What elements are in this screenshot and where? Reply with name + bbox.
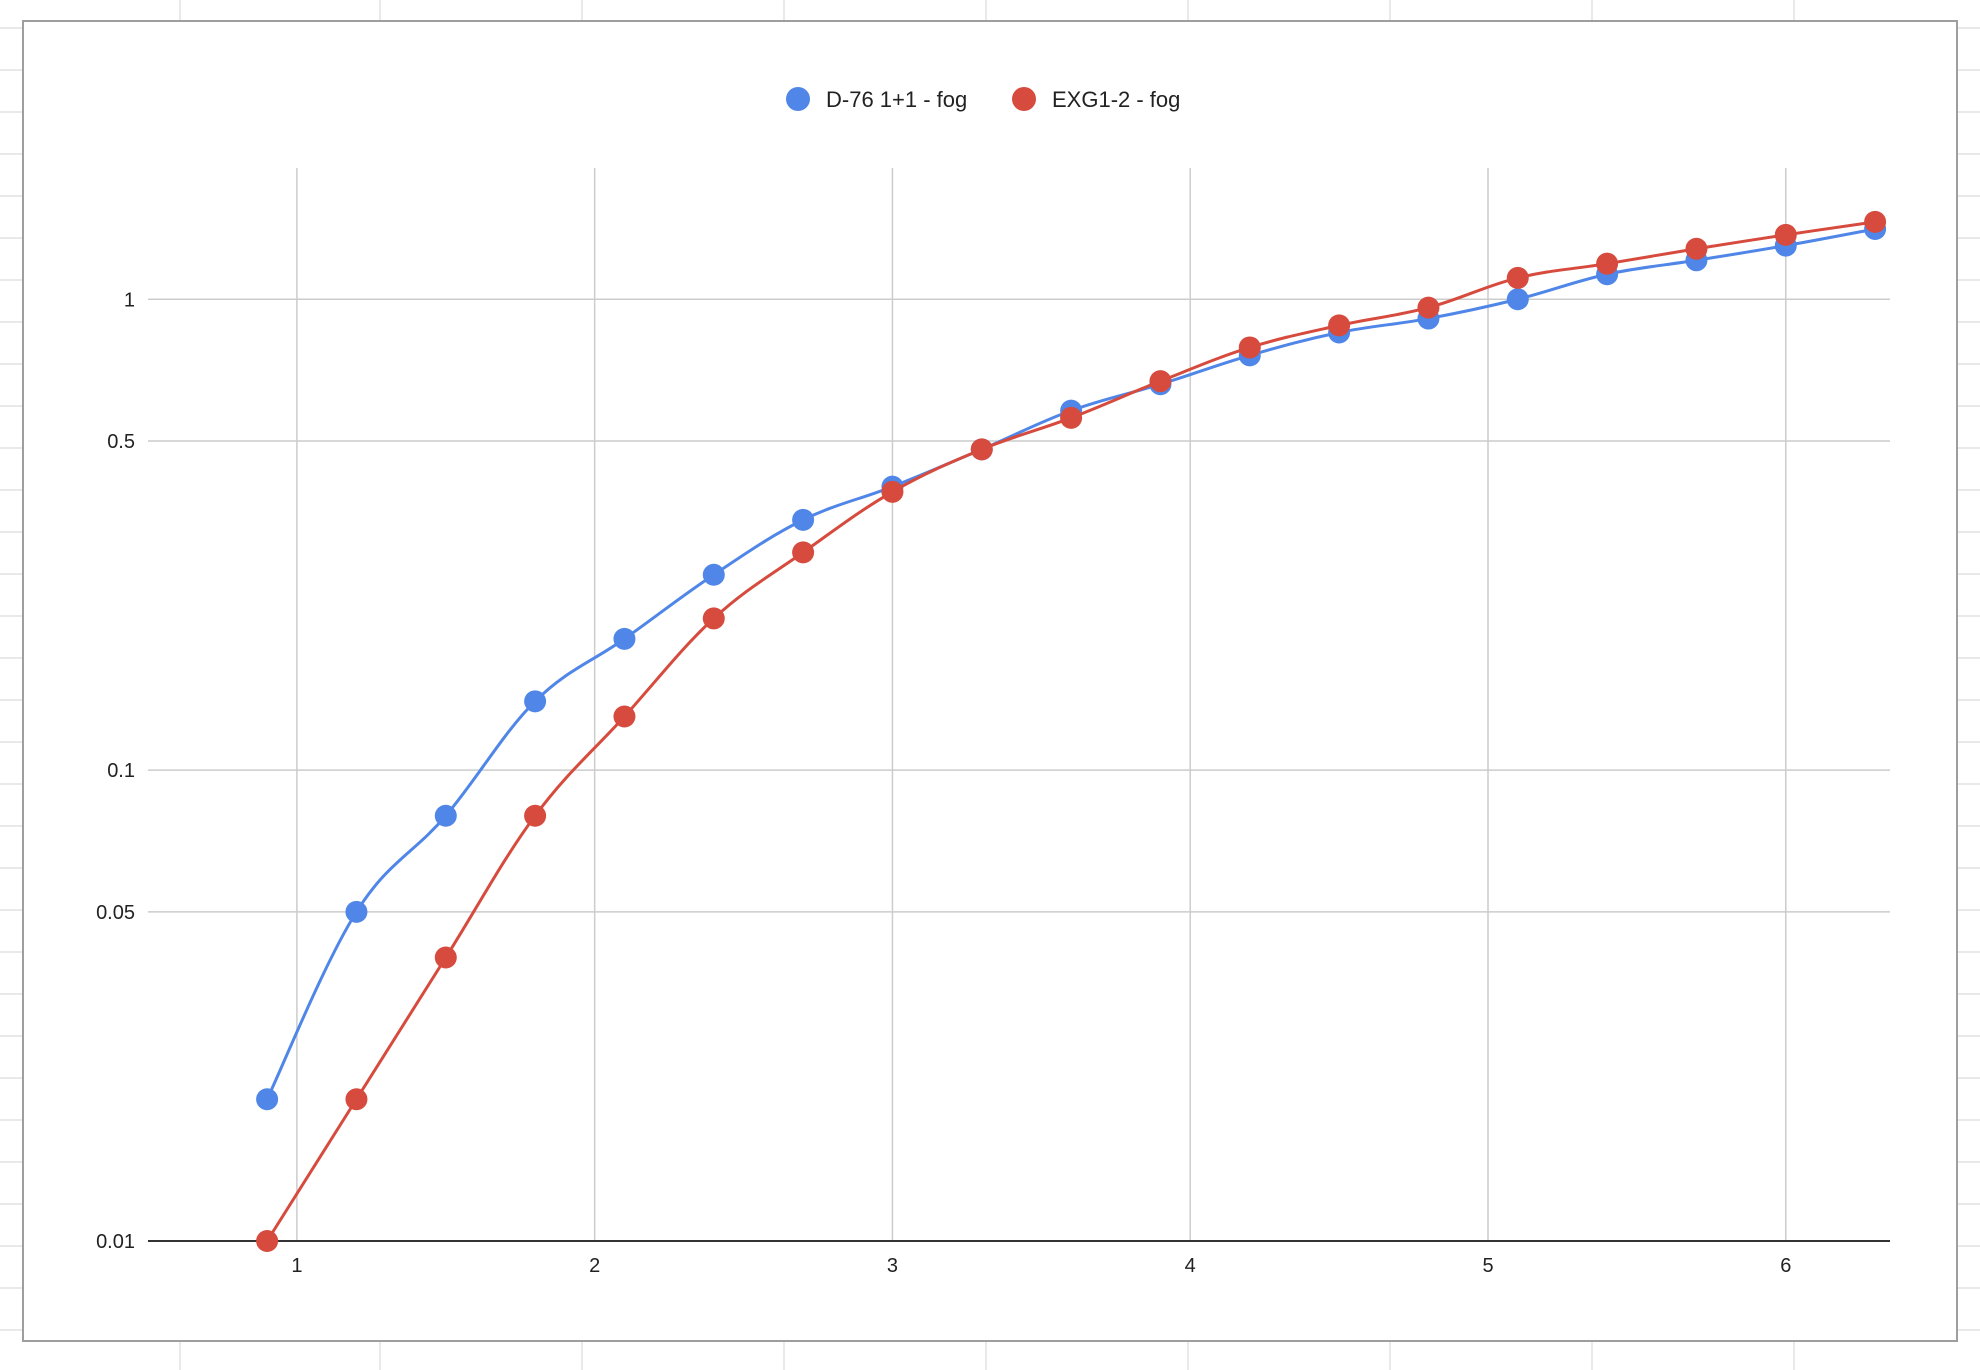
data-point[interactable] bbox=[1328, 314, 1351, 337]
data-point[interactable] bbox=[1596, 252, 1619, 275]
x-tick-label: 4 bbox=[1185, 1255, 1196, 1277]
data-point[interactable] bbox=[702, 607, 725, 630]
x-axis-tick-labels: 1 2 3 4 5 6 bbox=[291, 1255, 1791, 1277]
legend[interactable]: D-76 1+1 - fog EXG1-2 - fog bbox=[786, 87, 1180, 112]
legend-item[interactable]: D-76 1+1 - fog bbox=[786, 87, 967, 112]
y-tick-label: 0.01 bbox=[96, 1231, 135, 1253]
legend-marker bbox=[1012, 87, 1036, 111]
horizontal-gridlines bbox=[148, 298, 1890, 1242]
y-tick-label: 0.5 bbox=[107, 431, 135, 453]
data-point[interactable] bbox=[256, 1088, 279, 1111]
chart-frame[interactable] bbox=[22, 20, 1958, 1342]
data-point[interactable] bbox=[613, 627, 636, 650]
data-point[interactable] bbox=[792, 508, 815, 531]
series-2 bbox=[256, 210, 1887, 1252]
data-point[interactable] bbox=[256, 1230, 279, 1252]
data-point[interactable] bbox=[524, 690, 547, 713]
legend-label: EXG1-2 - fog bbox=[1052, 87, 1180, 112]
vertical-gridlines bbox=[296, 168, 1787, 1241]
data-point[interactable] bbox=[613, 705, 636, 728]
data-point[interactable] bbox=[792, 541, 815, 564]
data-point[interactable] bbox=[702, 563, 725, 586]
data-point[interactable] bbox=[345, 1088, 368, 1111]
x-tick-label: 2 bbox=[589, 1255, 600, 1277]
legend-item[interactable]: EXG1-2 - fog bbox=[1012, 87, 1180, 112]
data-point[interactable] bbox=[345, 900, 368, 923]
data-point[interactable] bbox=[1506, 288, 1529, 311]
series-line bbox=[265, 220, 1876, 1242]
data-point[interactable] bbox=[1417, 296, 1440, 319]
data-point[interactable] bbox=[881, 480, 904, 503]
data-point[interactable] bbox=[970, 438, 993, 461]
series-layer bbox=[256, 210, 1887, 1252]
data-point[interactable] bbox=[1685, 237, 1708, 260]
data-point[interactable] bbox=[1238, 336, 1261, 359]
x-tick-label: 3 bbox=[887, 1255, 898, 1277]
series-1 bbox=[256, 217, 1887, 1111]
legend-marker bbox=[786, 87, 810, 111]
data-point[interactable] bbox=[1774, 223, 1797, 246]
y-axis-tick-labels: 0.01 0.05 0.1 0.5 1 bbox=[96, 289, 135, 1253]
data-point[interactable] bbox=[1149, 370, 1172, 393]
y-tick-label: 0.1 bbox=[107, 760, 135, 782]
series-line bbox=[265, 227, 1876, 1100]
data-point[interactable] bbox=[434, 804, 457, 827]
data-point[interactable] bbox=[524, 804, 547, 827]
x-tick-label: 1 bbox=[291, 1255, 302, 1277]
data-point[interactable] bbox=[1506, 266, 1529, 289]
data-point[interactable] bbox=[1060, 406, 1083, 429]
legend-label: D-76 1+1 - fog bbox=[826, 87, 967, 112]
x-tick-label: 5 bbox=[1482, 1255, 1493, 1277]
data-point[interactable] bbox=[434, 946, 457, 969]
y-tick-label: 1 bbox=[124, 289, 135, 311]
y-tick-label: 0.05 bbox=[96, 902, 135, 924]
data-point[interactable] bbox=[1864, 210, 1887, 233]
x-tick-label: 6 bbox=[1780, 1255, 1791, 1277]
